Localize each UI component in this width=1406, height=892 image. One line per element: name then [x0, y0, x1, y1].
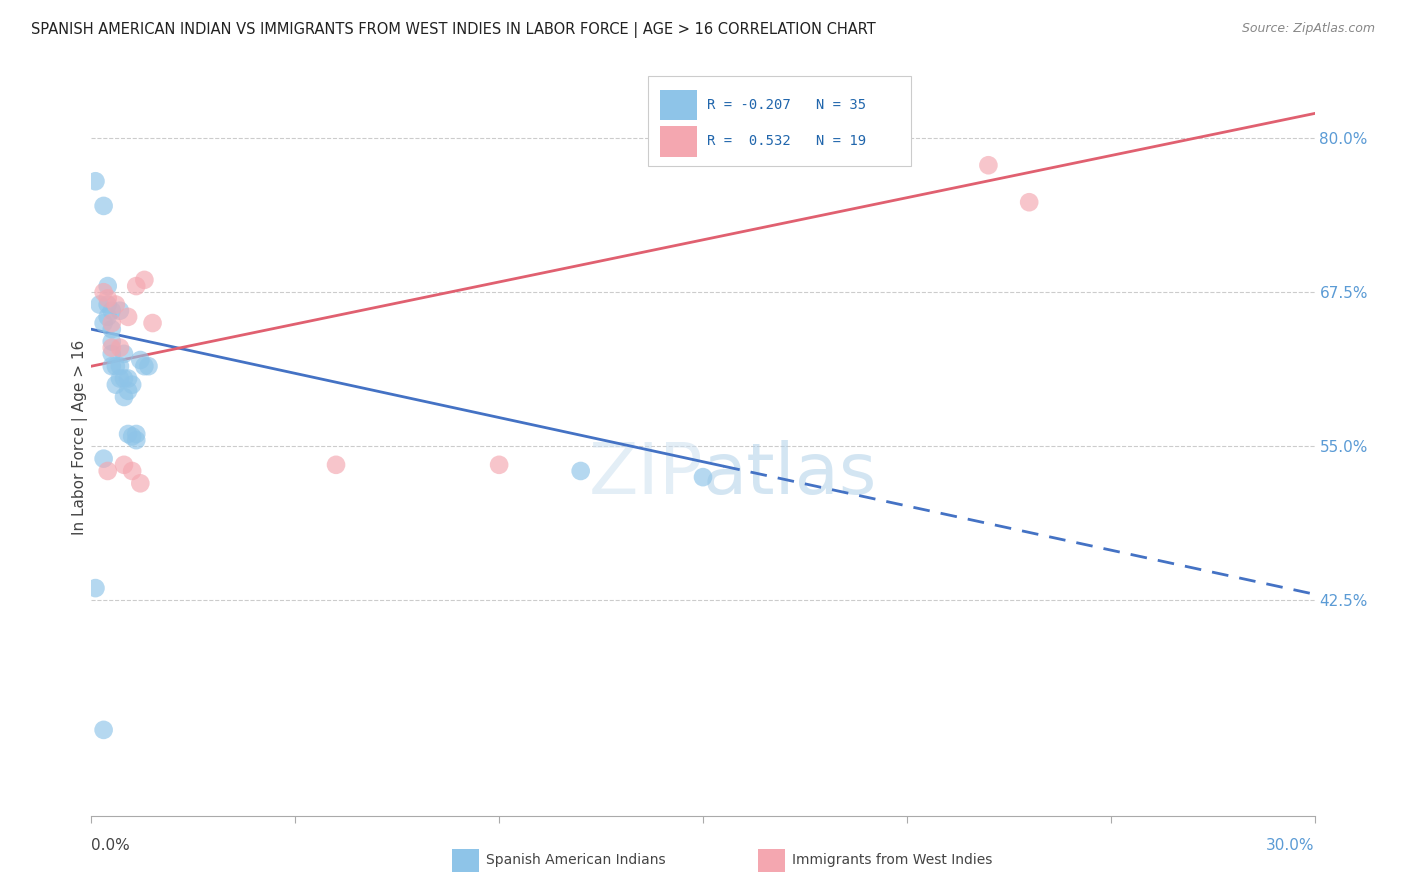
Point: [108, 341, 131, 355]
Point: [112, 458, 135, 472]
FancyBboxPatch shape: [661, 90, 697, 120]
Point: [104, 359, 127, 374]
Point: [93, 316, 115, 330]
Point: [692, 470, 714, 484]
Point: [1018, 195, 1040, 210]
FancyBboxPatch shape: [648, 76, 911, 166]
Point: [108, 303, 131, 318]
Text: atlas: atlas: [703, 441, 877, 509]
Point: [138, 359, 160, 374]
Point: [101, 359, 124, 374]
Text: SPANISH AMERICAN INDIAN VS IMMIGRANTS FROM WEST INDIES IN LABOR FORCE | AGE > 16: SPANISH AMERICAN INDIAN VS IMMIGRANTS FR…: [31, 22, 876, 38]
Text: 0.0%: 0.0%: [91, 838, 131, 854]
Point: [108, 371, 131, 385]
Point: [93, 199, 115, 213]
Y-axis label: In Labor Force | Age > 16: In Labor Force | Age > 16: [72, 340, 89, 534]
Point: [134, 359, 156, 374]
Text: Source: ZipAtlas.com: Source: ZipAtlas.com: [1241, 22, 1375, 36]
Point: [97, 464, 120, 478]
Point: [97, 297, 120, 311]
Point: [121, 377, 143, 392]
Point: [121, 429, 143, 443]
Point: [89, 297, 111, 311]
Point: [101, 334, 124, 349]
Text: Spanish American Indians: Spanish American Indians: [486, 853, 666, 867]
Point: [101, 347, 124, 361]
Text: R =  0.532   N = 19: R = 0.532 N = 19: [707, 135, 866, 148]
Point: [97, 279, 120, 293]
Point: [855, 125, 877, 139]
Point: [104, 377, 127, 392]
Point: [488, 458, 510, 472]
Point: [101, 341, 124, 355]
Point: [97, 310, 120, 324]
FancyBboxPatch shape: [758, 849, 785, 871]
Point: [121, 464, 143, 478]
Point: [101, 316, 124, 330]
Text: R = -0.207   N = 35: R = -0.207 N = 35: [707, 98, 866, 112]
Point: [129, 353, 152, 368]
Point: [325, 458, 347, 472]
Point: [112, 371, 135, 385]
Point: [129, 476, 152, 491]
Point: [569, 464, 592, 478]
Point: [84, 581, 107, 595]
FancyBboxPatch shape: [453, 849, 479, 871]
Text: 30.0%: 30.0%: [1267, 838, 1315, 854]
Point: [101, 303, 124, 318]
Text: ZIP: ZIP: [589, 441, 703, 509]
Point: [117, 371, 139, 385]
Text: Immigrants from West Indies: Immigrants from West Indies: [793, 853, 993, 867]
Point: [134, 273, 156, 287]
Point: [117, 427, 139, 442]
Point: [125, 433, 148, 447]
Point: [117, 310, 139, 324]
Point: [125, 427, 148, 442]
Point: [93, 285, 115, 300]
Point: [112, 390, 135, 404]
Point: [112, 347, 135, 361]
Point: [101, 322, 124, 336]
Point: [125, 279, 148, 293]
Point: [141, 316, 163, 330]
Point: [84, 174, 107, 188]
Point: [117, 384, 139, 398]
Point: [93, 451, 115, 466]
FancyBboxPatch shape: [661, 126, 697, 157]
Point: [108, 359, 131, 374]
Point: [977, 158, 1000, 172]
Point: [97, 292, 120, 306]
Point: [104, 297, 127, 311]
Point: [93, 723, 115, 737]
